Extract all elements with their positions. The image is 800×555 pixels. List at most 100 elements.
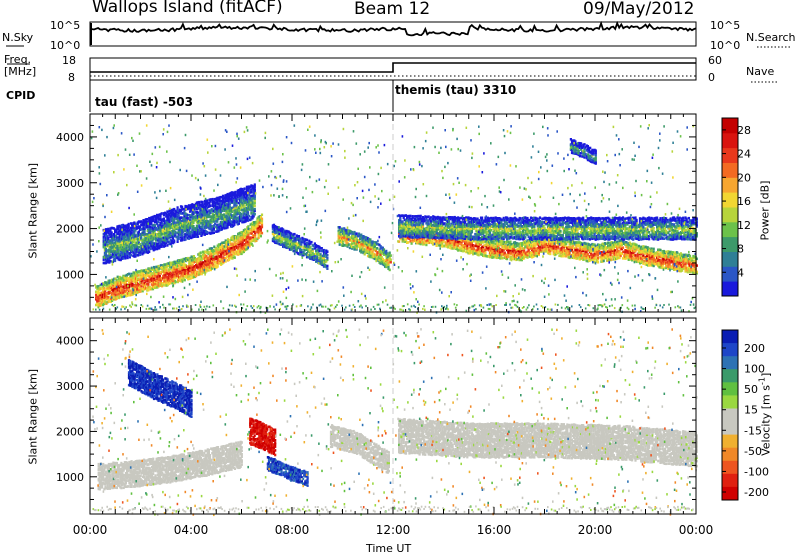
heat-cell (125, 247, 127, 250)
heat-cell (306, 239, 308, 242)
heat-cell (630, 243, 632, 246)
heat-cell (229, 203, 231, 206)
heat-cell (105, 248, 107, 251)
heat-cell (356, 232, 358, 235)
heat-cell (174, 231, 176, 234)
heat-cell (205, 255, 207, 258)
heat-cell (326, 265, 328, 268)
heat-cell (237, 235, 239, 238)
heat-cell (312, 248, 314, 251)
power-heatmap (90, 124, 698, 314)
heat-cell (261, 218, 263, 221)
heat-cell (149, 248, 151, 251)
heat-cell (202, 201, 204, 204)
heat-cell (153, 218, 155, 221)
heat-cell (250, 236, 252, 239)
heat-cell (389, 252, 391, 255)
heat-cell (107, 236, 109, 239)
heat-cell (234, 191, 236, 194)
heat-cell (526, 256, 528, 259)
heat-cell (539, 246, 541, 249)
heat-cell (492, 256, 494, 259)
plot-canvas: 1000200030004000100020003000400000:0004:… (0, 0, 800, 554)
heat-cell (407, 241, 409, 244)
heat-cell (597, 257, 599, 260)
heat-cell (240, 213, 242, 216)
heat-cell (491, 250, 493, 253)
heat-cell (383, 248, 385, 251)
heat-cell (462, 240, 464, 243)
heat-cell (126, 289, 128, 292)
heat-cell (177, 240, 179, 243)
heat-cell (173, 239, 175, 242)
heat-cell (214, 223, 216, 226)
heat-cell (179, 221, 181, 224)
heat-cell (130, 254, 132, 257)
heat-cell (166, 269, 168, 272)
heat-cell (495, 254, 497, 257)
heat-cell (120, 284, 122, 287)
heat-cell (299, 238, 301, 241)
heat-cell (192, 221, 194, 224)
heat-cell (206, 210, 208, 213)
heat-cell (504, 252, 506, 255)
heat-cell (128, 223, 130, 226)
heat-cell (558, 255, 560, 258)
heat-cell (189, 218, 191, 221)
heat-cell (576, 249, 578, 252)
heat-cell (133, 232, 135, 235)
heat-cell (147, 289, 149, 292)
heat-cell (198, 201, 200, 204)
heat-cell (509, 241, 511, 244)
heat-cell (254, 188, 256, 191)
heat-cell (103, 287, 105, 290)
heat-cell (196, 225, 198, 228)
heat-cell (242, 244, 244, 247)
heat-cell (161, 212, 163, 215)
heat-cell (260, 235, 262, 238)
heat-cell (348, 243, 350, 246)
heat-cell (300, 249, 302, 252)
heat-cell (472, 253, 474, 256)
heat-cell (217, 265, 219, 268)
heat-cell (247, 211, 249, 214)
heat-cell (287, 238, 289, 241)
heat-cell (154, 224, 156, 227)
heat-cell (254, 208, 256, 211)
heat-cell (607, 242, 609, 245)
heat-cell (607, 255, 609, 258)
heat-cell (103, 284, 105, 287)
heat-cell (369, 238, 371, 241)
heat-cell (390, 261, 392, 264)
heat-cell (166, 244, 168, 247)
heat-cell (184, 238, 186, 241)
heat-cell (227, 226, 229, 229)
heat-cell (141, 239, 143, 242)
heat-cell (137, 274, 139, 277)
heat-cell (357, 235, 359, 238)
heat-cell (250, 212, 252, 215)
heat-cell (213, 227, 215, 230)
heat-cell (352, 235, 354, 238)
heat-cell (576, 257, 578, 260)
heat-cell (598, 244, 600, 247)
heat-cell (117, 250, 119, 253)
heat-cell (339, 243, 341, 246)
heat-cell (541, 246, 543, 249)
heat-cell (212, 198, 214, 201)
heat-cell (148, 250, 150, 253)
heat-cell (206, 231, 208, 234)
heat-cell (261, 222, 263, 225)
heat-cell (233, 220, 235, 223)
heat-cell (318, 250, 320, 253)
freq-series (90, 63, 696, 72)
heat-cell (114, 294, 116, 297)
heat-cell (229, 206, 231, 209)
heat-cell (181, 235, 183, 238)
heat-cell (625, 241, 627, 244)
heat-cell (389, 269, 391, 272)
heat-cell (111, 231, 113, 234)
heat-cell (235, 243, 237, 246)
heat-cell (187, 217, 189, 220)
nsky-panel-frame (90, 22, 696, 46)
